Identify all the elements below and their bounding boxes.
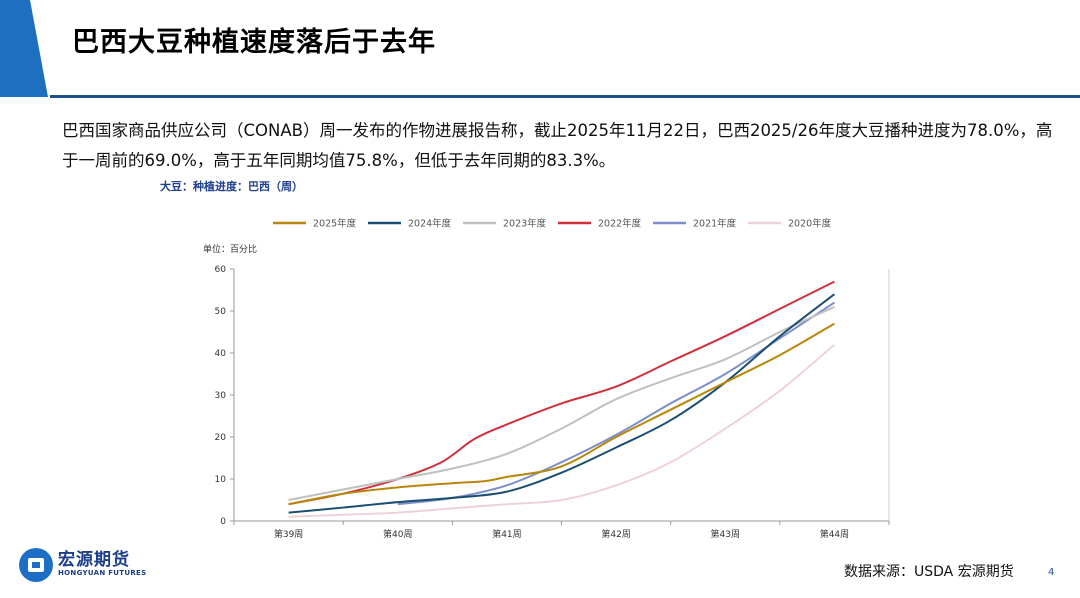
y-tick-label: 0 [220, 517, 226, 527]
x-tick-label: 第41周 [492, 528, 521, 540]
legend-label: 2023年度 [503, 218, 547, 230]
legend-label: 2022年度 [598, 218, 642, 230]
y-tick-label: 10 [215, 475, 227, 485]
series-line-2022年度 [288, 280, 835, 506]
title-bar: 巴西大豆种植速度落后于去年 [0, 0, 1080, 98]
data-source: 数据来源：USDA 宏源期货 [844, 564, 1014, 580]
unit-label: 单位：百分比 [203, 243, 257, 255]
x-tick-label: 第43周 [711, 528, 740, 540]
series-line-2025年度 [288, 322, 835, 506]
legend-label: 2024年度 [408, 218, 452, 230]
series-line-2020年度 [288, 343, 836, 518]
y-tick-label: 40 [215, 349, 227, 359]
logo-icon [19, 548, 53, 582]
x-tick-label: 第44周 [820, 528, 849, 540]
y-tick-label: 20 [215, 433, 227, 443]
chart-legend: 2025年度 2024年度 2023年度 2022年度 2021年度 2020年度 [273, 218, 832, 230]
logo-text-cn: 宏源期货 [58, 550, 130, 570]
series-line-2023年度 [288, 305, 835, 501]
legend-label: 2025年度 [313, 218, 357, 230]
company-logo: 宏源期货 HONGYUAN FUTURES [18, 545, 168, 585]
logo-text-en: HONGYUAN FUTURES [58, 569, 147, 577]
summary-paragraph: 巴西国家商品供应公司（CONAB）周一发布的作物进展报告称，截止2025年11月… [62, 121, 1053, 170]
x-tick-label: 第40周 [383, 528, 412, 540]
y-tick-label: 30 [215, 391, 227, 401]
title-accent-shape [0, 0, 48, 97]
page-title: 巴西大豆种植速度落后于去年 [72, 27, 436, 58]
chart-series [288, 280, 836, 518]
chart-caption: 大豆：种植进度：巴西（周） [160, 180, 303, 193]
chart-axes: 0 10 20 30 40 50 60 第39周 第40周 第41周 第42周 第43周 第44周 [215, 265, 890, 540]
title-underline [50, 95, 1080, 98]
legend-label: 2020年度 [788, 218, 832, 230]
page-number: 4 [1048, 567, 1055, 578]
y-tick-label: 60 [215, 265, 227, 275]
y-tick-label: 50 [215, 307, 227, 317]
x-tick-label: 第39周 [274, 528, 303, 540]
series-line-2021年度 [397, 301, 835, 506]
series-line-2024年度 [288, 293, 836, 514]
x-tick-label: 第42周 [601, 528, 630, 540]
legend-label: 2021年度 [693, 218, 737, 230]
